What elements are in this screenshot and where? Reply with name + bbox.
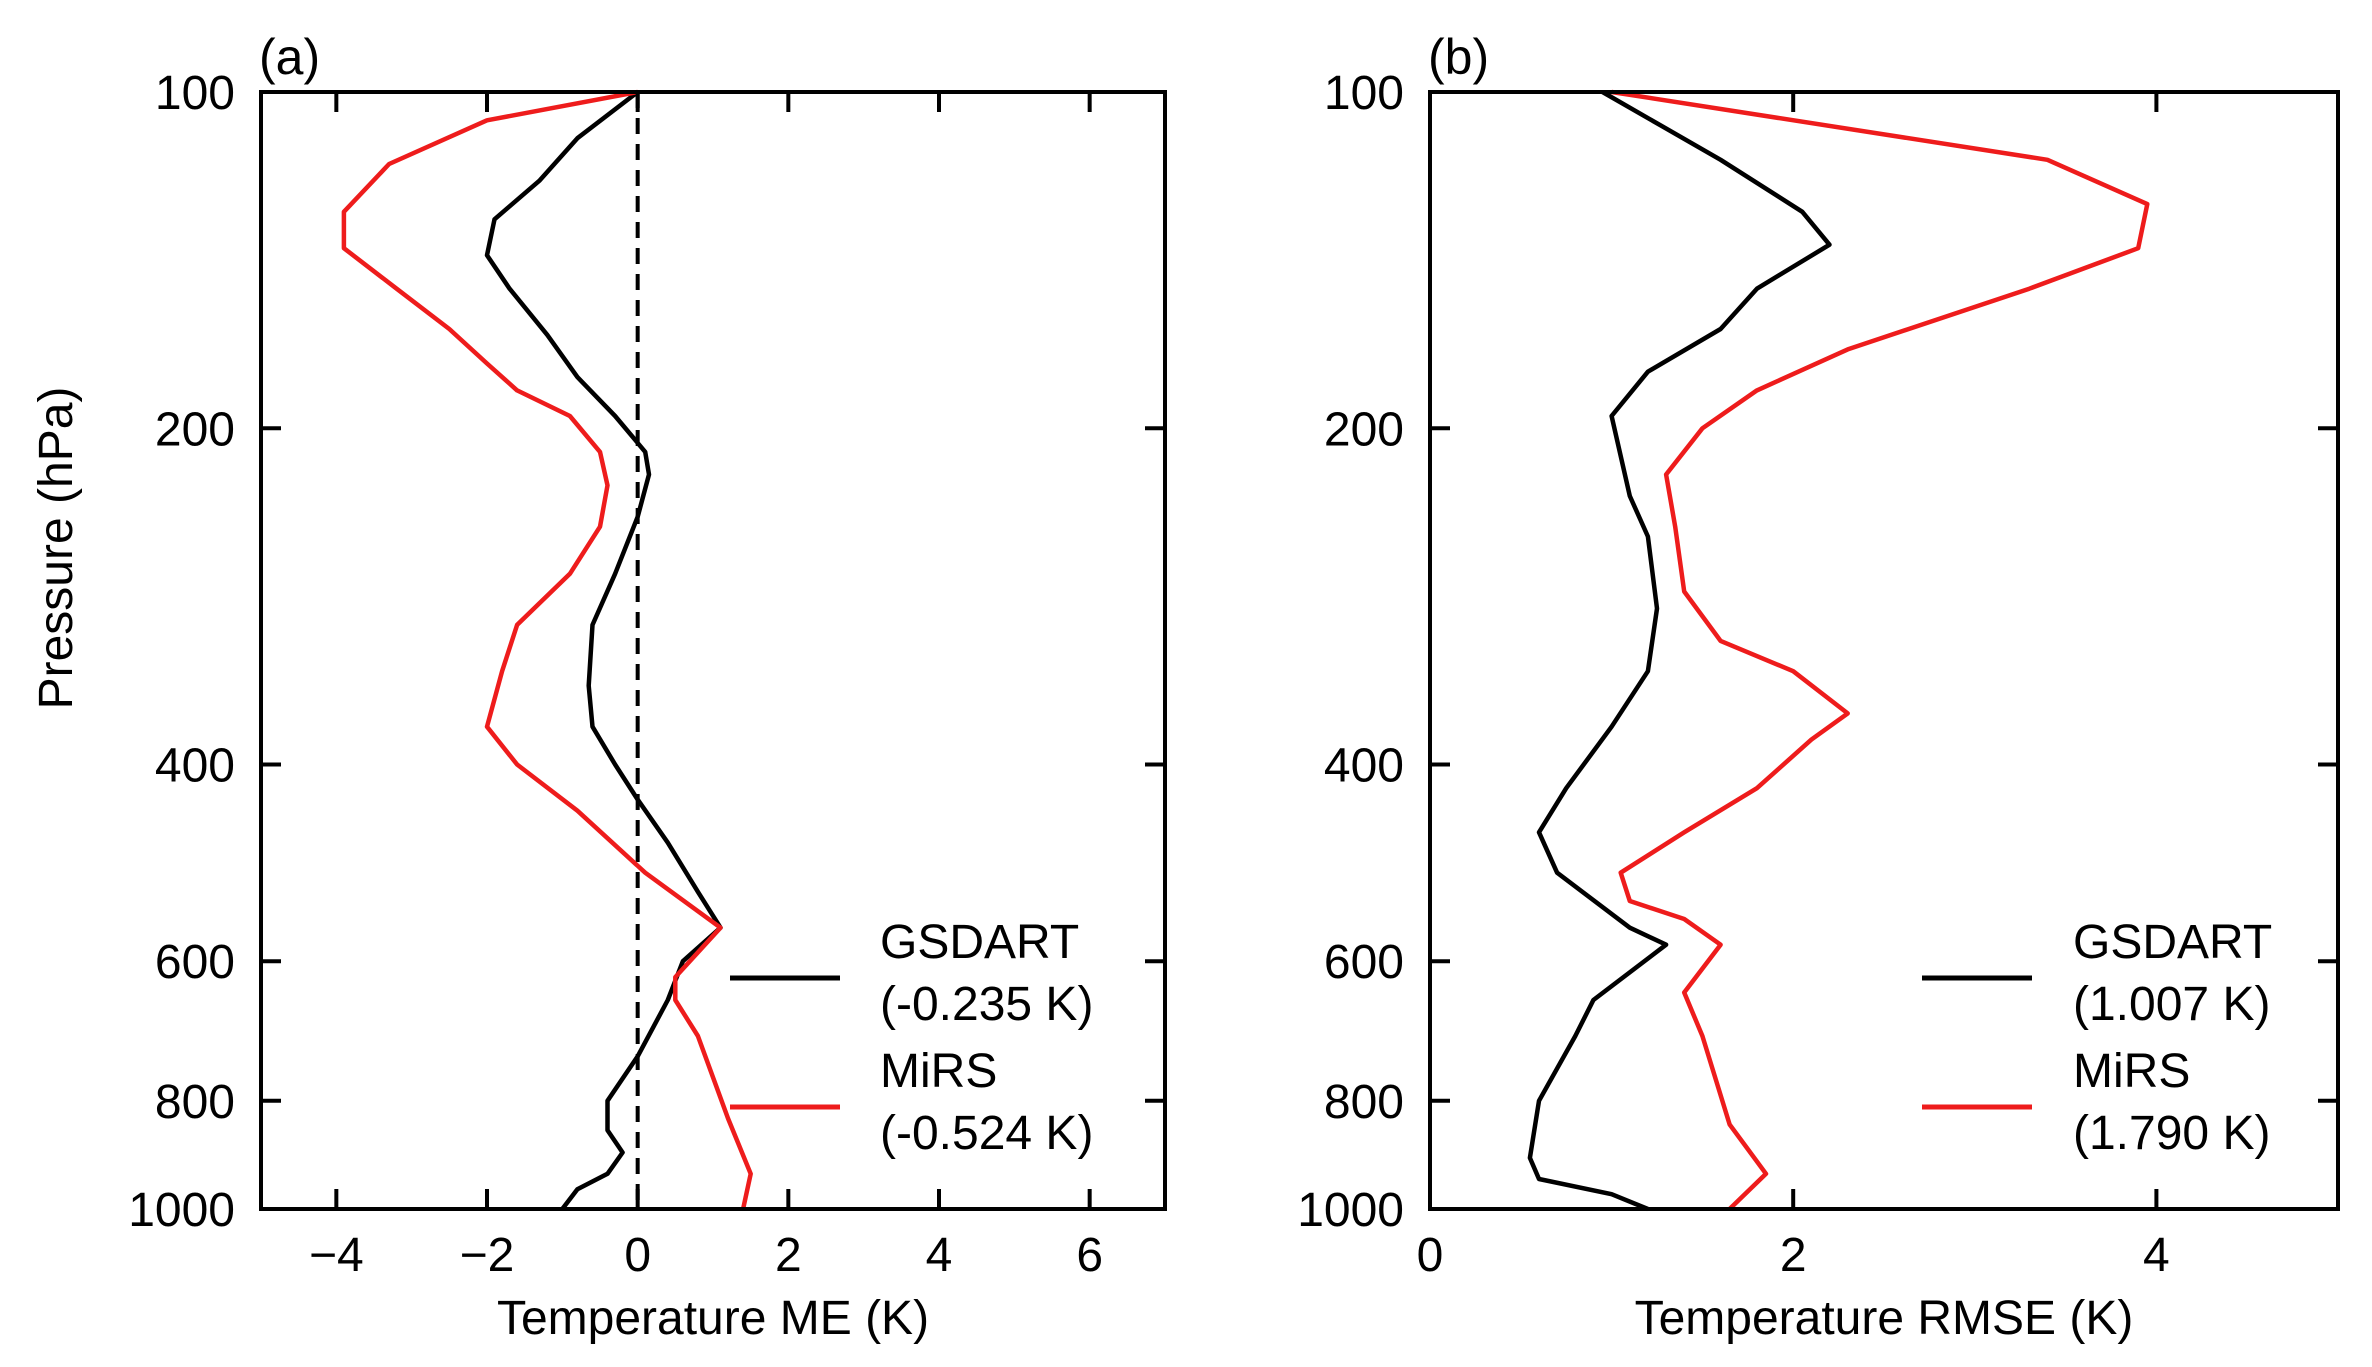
panel-a: (a) −4 −2 0 2 4 6 100 200 400 600 800 1000 Temperatur… (128, 29, 1167, 1345)
legend-label-gsdart: GSDART (2073, 916, 2272, 969)
y-tick-label-a: 800 (155, 1076, 235, 1129)
legend-label-mirs: MiRS (2073, 1045, 2190, 1098)
series-line-mirs-a (341, 89, 753, 1210)
x-tick-label-a: 6 (1076, 1229, 1103, 1282)
y-tick-label-b: 100 (1324, 67, 1404, 120)
x-tick-label-a: −4 (309, 1229, 364, 1282)
series-line-mirs-b (1611, 89, 2150, 1211)
legend-label-gsdart: GSDART (880, 916, 1079, 969)
legend-value-mirs: (-0.524 K) (880, 1107, 1093, 1160)
x-tick-label-a: 4 (926, 1229, 953, 1282)
y-tick-label-b: 600 (1324, 936, 1404, 989)
legend-value-gsdart: (1.007 K) (2073, 978, 2270, 1031)
y-tick-label-a: 600 (155, 936, 235, 989)
x-tick-label-b: 0 (1417, 1229, 1444, 1282)
y-axis-label: Pressure (hPa) (30, 387, 83, 710)
y-tick-label-a: 200 (155, 403, 235, 456)
y-tick-label-a: 100 (155, 67, 235, 120)
y-tick-label-a: 400 (155, 740, 235, 793)
legend-value-mirs: (1.790 K) (2073, 1107, 2270, 1160)
legend-label-mirs: MiRS (880, 1045, 997, 1098)
x-axis-label-a: Temperature ME (K) (497, 1292, 929, 1345)
x-axis-label-b: Temperature RMSE (K) (1635, 1292, 2134, 1345)
y-tick-label-b: 1000 (1297, 1184, 1404, 1237)
x-tick-label-a: 0 (624, 1229, 651, 1282)
x-tick-label-b: 2 (1780, 1229, 1807, 1282)
panel-label-a: (a) (259, 29, 320, 85)
panel-label-b: (b) (1428, 29, 1489, 85)
x-tick-label-a: 2 (775, 1229, 802, 1282)
series-line-gsdart-b (1527, 90, 1832, 1212)
x-tick-label-b: 4 (2143, 1229, 2170, 1282)
x-tick-label-a: −2 (460, 1229, 515, 1282)
y-tick-label-a: 1000 (128, 1184, 235, 1237)
y-tick-label-b: 400 (1324, 740, 1404, 793)
legend-a: GSDART (-0.235 K) MiRS (-0.524 K) (730, 916, 1093, 1160)
y-tick-label-b: 800 (1324, 1076, 1404, 1129)
legend-b: GSDART (1.007 K) MiRS (1.790 K) (1922, 916, 2272, 1160)
series-line-gsdart-a (484, 90, 723, 1211)
legend-value-gsdart: (-0.235 K) (880, 978, 1093, 1031)
panel-b: (b) 0 2 4 100 200 400 600 800 1000 Temperature RMS… (1297, 29, 2340, 1345)
plot-frame-a (259, 90, 1167, 1211)
y-tick-label-b: 200 (1324, 403, 1404, 456)
plot-frame-b (1428, 90, 2340, 1211)
